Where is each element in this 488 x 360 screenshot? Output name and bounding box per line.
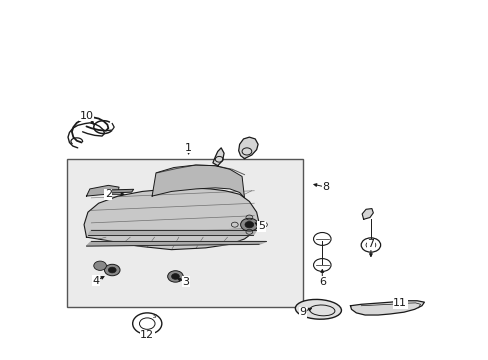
Polygon shape bbox=[212, 148, 224, 166]
Polygon shape bbox=[350, 301, 424, 315]
Polygon shape bbox=[88, 230, 256, 235]
Circle shape bbox=[244, 221, 253, 228]
Text: 3: 3 bbox=[183, 277, 189, 287]
Text: 2: 2 bbox=[104, 189, 112, 199]
Polygon shape bbox=[86, 242, 266, 246]
Polygon shape bbox=[86, 185, 119, 196]
Text: 1: 1 bbox=[184, 143, 192, 153]
Text: 4: 4 bbox=[92, 276, 100, 286]
Ellipse shape bbox=[295, 300, 341, 319]
Text: 10: 10 bbox=[80, 111, 93, 121]
Circle shape bbox=[108, 267, 116, 273]
Circle shape bbox=[167, 271, 183, 282]
Text: 7: 7 bbox=[366, 239, 374, 249]
Circle shape bbox=[171, 274, 179, 279]
Text: 12: 12 bbox=[140, 330, 154, 341]
Text: 9: 9 bbox=[299, 307, 306, 317]
Polygon shape bbox=[106, 189, 133, 193]
Circle shape bbox=[104, 264, 120, 276]
Polygon shape bbox=[152, 165, 244, 198]
Polygon shape bbox=[84, 188, 259, 249]
Text: 5: 5 bbox=[258, 221, 264, 231]
Polygon shape bbox=[362, 208, 372, 219]
Polygon shape bbox=[238, 137, 258, 158]
Text: s: s bbox=[152, 314, 156, 319]
Text: 11: 11 bbox=[392, 298, 406, 308]
Text: 6: 6 bbox=[318, 277, 325, 287]
Circle shape bbox=[94, 261, 106, 270]
Text: 8: 8 bbox=[322, 182, 329, 192]
Bar bbox=[67, 158, 302, 307]
Circle shape bbox=[240, 218, 258, 231]
